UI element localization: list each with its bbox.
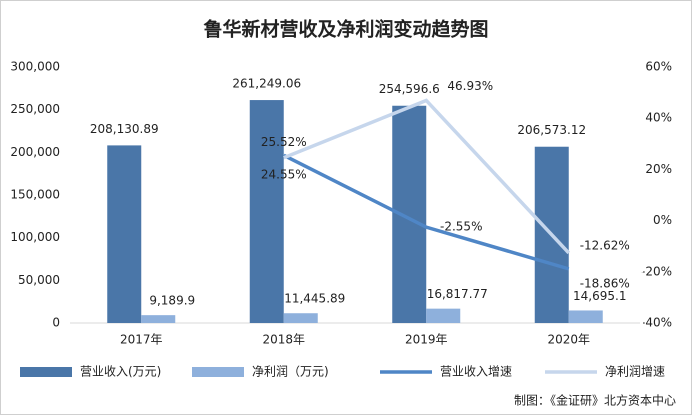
data-label: 11,445.89	[284, 292, 345, 306]
y-tick-label: 250,000	[10, 102, 60, 116]
source-note: 制图：《金证研》北方资本中心	[514, 393, 676, 408]
data-label: 206,573.12	[517, 123, 586, 137]
data-label: -12.62%	[580, 238, 630, 252]
bar	[141, 315, 176, 323]
chart-title: 鲁华新材营收及净利润变动趋势图	[202, 18, 488, 41]
data-label: 261,249.06	[232, 77, 301, 91]
line	[283, 98, 571, 255]
legend-swatch	[20, 367, 72, 377]
data-label: 14,695.1	[573, 289, 626, 303]
legend-label: 营业收入增速	[440, 365, 512, 379]
y-tick-label: 150,000	[10, 188, 60, 202]
data-label: 24.55%	[261, 167, 307, 181]
bar	[568, 310, 603, 323]
data-label: 16,817.77	[427, 287, 488, 301]
bar	[283, 313, 318, 323]
data-label: 25.52%	[261, 135, 307, 149]
y-tick-label: 50,000	[18, 273, 60, 287]
data-label: -2.55%	[440, 220, 482, 234]
y2-tick-label: 40%	[645, 111, 672, 125]
y-tick-label: 300,000	[10, 60, 60, 74]
y-tick-label: 0	[52, 316, 60, 330]
data-label: 254,596.6	[379, 82, 440, 96]
data-label: 9,189.9	[149, 294, 195, 308]
bar	[107, 145, 142, 323]
x-tick-label: 2018年	[262, 333, 305, 347]
x-tick-label: 2019年	[405, 333, 448, 347]
x-tick-label: 2017年	[120, 333, 163, 347]
y-tick-label: 200,000	[10, 145, 60, 159]
y2-tick-label: 20%	[645, 162, 672, 176]
legend-label: 营业收入(万元)	[80, 365, 161, 379]
line	[282, 153, 570, 271]
y2-tick-label: -40%	[641, 316, 672, 330]
x-tick-label: 2020年	[547, 333, 590, 347]
y2-tick-label: 0%	[653, 213, 672, 227]
legend-label: 净利润（万元)	[252, 365, 329, 379]
y-tick-label: 100,000	[10, 230, 60, 244]
data-label: 46.93%	[447, 79, 493, 93]
bar	[426, 308, 461, 323]
data-label: -18.86%	[580, 276, 630, 290]
y2-tick-label: -20%	[641, 264, 672, 278]
data-label: 208,130.89	[90, 122, 159, 136]
y2-tick-label: 60%	[645, 60, 672, 74]
legend-label: 净利润增速	[605, 365, 665, 379]
bar	[249, 100, 284, 323]
legend-swatch	[192, 367, 244, 377]
